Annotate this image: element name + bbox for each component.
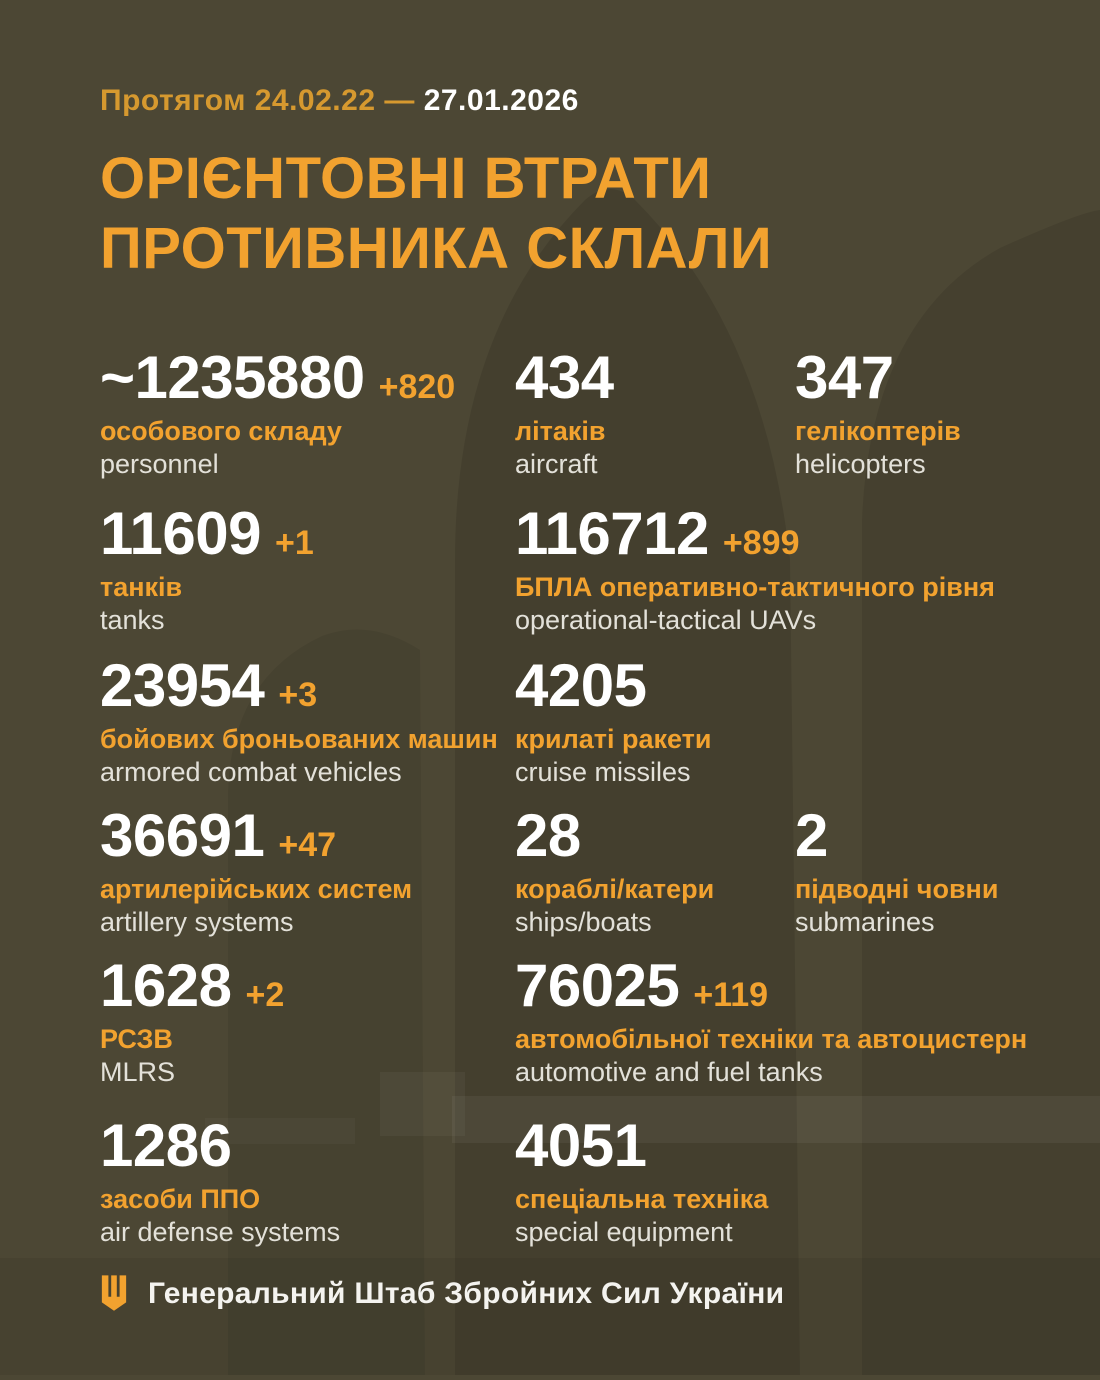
- stat-label-en: operational-tactical UAVs: [515, 604, 817, 635]
- page-title: ОРІЄНТОВНІ ВТРАТИ ПРОТИВНИКА СКЛАЛИ: [100, 144, 1100, 283]
- stat-value: 2: [795, 802, 828, 870]
- stat-delta: +899: [722, 524, 800, 563]
- stat-value: 1628: [100, 952, 232, 1020]
- stat-label-en: automotive and fuel tanks: [515, 1056, 823, 1087]
- stat-value: 36691: [100, 802, 265, 870]
- stat-label-uk: гелікоптерів: [795, 415, 961, 446]
- org-name: Генеральний Штаб Збройних Сил України: [148, 1277, 785, 1311]
- stat-label-uk: артилерійських систем: [100, 873, 413, 904]
- stat-label-uk: спеціальна техніка: [515, 1183, 769, 1214]
- stat-value: 76025: [515, 952, 680, 1020]
- stat-aircraft: 434 літаків aircraft: [515, 344, 795, 479]
- stat-delta: +3: [278, 676, 318, 715]
- stat-value: ~1235880: [100, 344, 365, 412]
- stat-label-en: submarines: [795, 906, 935, 937]
- stat-artillery: 36691 +47 артилерійських систем artiller…: [100, 802, 515, 937]
- stat-tanks: 11609 +1 танків tanks: [100, 500, 515, 635]
- stat-label-uk: танків: [100, 571, 183, 602]
- stat-label-uk: літаків: [515, 415, 606, 446]
- stat-label-uk: бойових броньованих машин: [100, 723, 498, 754]
- stat-label-en: ships/boats: [515, 906, 652, 937]
- stat-armored-vehicles: 23954 +3 бойових броньованих машин armor…: [100, 652, 515, 787]
- stat-label-uk: підводні човни: [795, 873, 999, 904]
- stat-label-uk: засоби ППО: [100, 1183, 261, 1214]
- stat-helicopters: 347 гелікоптерів helicopters: [795, 344, 1080, 479]
- stat-label-en: aircraft: [515, 448, 598, 479]
- stat-label-en: tanks: [100, 604, 165, 635]
- stat-label-en: cruise missiles: [515, 756, 691, 787]
- title-line-2: ПРОТИВНИКА СКЛАЛИ: [100, 215, 773, 281]
- report-period: Протягом 24.02.22 — 27.01.2026: [100, 0, 1100, 118]
- stat-value: 4051: [515, 1112, 647, 1180]
- stats-grid: ~1235880 +820 особового складу personnel…: [0, 344, 1100, 1265]
- stat-special-equipment: 4051 спеціальна техніка special equipmen…: [515, 1112, 1080, 1247]
- trident-icon: [101, 1275, 127, 1311]
- stat-label-en: personnel: [100, 448, 219, 479]
- stat-label-en: armored combat vehicles: [100, 756, 402, 787]
- stat-label-uk: кораблі/катери: [515, 873, 715, 904]
- stat-value: 23954: [100, 652, 265, 720]
- stat-delta: +47: [278, 826, 337, 865]
- stat-delta: +820: [378, 368, 456, 407]
- stat-label-en: MLRS: [100, 1056, 176, 1087]
- stat-personnel: ~1235880 +820 особового складу personnel: [100, 344, 515, 479]
- footer: Генеральний Штаб Збройних Сил України: [100, 1275, 1100, 1313]
- stat-label-uk: БПЛА оперативно-тактичного рівня: [515, 571, 995, 602]
- stat-delta: +1: [275, 524, 314, 563]
- stat-air-defense: 1286 засоби ППО air defense systems: [100, 1112, 515, 1247]
- stat-delta: +119: [693, 976, 769, 1015]
- infographic: Протягом 24.02.22 — 27.01.2026 ОРІЄНТОВН…: [0, 0, 1100, 1313]
- stat-cruise-missiles: 4205 крилаті ракети cruise missiles: [515, 652, 1080, 787]
- stat-vehicles-fuel: 76025 +119 автомобільної техніки та авто…: [515, 952, 1080, 1087]
- stat-label-uk: особового складу: [100, 415, 342, 446]
- stat-submarines: 2 підводні човни submarines: [795, 802, 1080, 937]
- stat-label-uk: автомобільної техніки та автоцистерн: [515, 1023, 1028, 1054]
- stat-value: 11609: [100, 500, 262, 568]
- stat-label-uk: РСЗВ: [100, 1023, 173, 1054]
- stat-value: 347: [795, 344, 894, 412]
- stat-value: 434: [515, 344, 614, 412]
- stat-value: 1286: [100, 1112, 232, 1180]
- stat-value: 28: [515, 802, 581, 870]
- report-date: 27.01.2026: [423, 84, 579, 117]
- stat-label-en: special equipment: [515, 1216, 733, 1247]
- period-prefix: Протягом 24.02.22 —: [100, 84, 415, 117]
- stat-label-uk: крилаті ракети: [515, 723, 712, 754]
- stat-delta: +2: [245, 976, 285, 1015]
- title-line-1: ОРІЄНТОВНІ ВТРАТИ: [100, 146, 712, 211]
- stat-label-en: helicopters: [795, 448, 926, 479]
- stat-label-en: artillery systems: [100, 906, 294, 937]
- stat-value: 116712: [515, 500, 709, 568]
- stat-value: 4205: [515, 652, 647, 720]
- stat-mlrs: 1628 +2 РСЗВ MLRS: [100, 952, 515, 1087]
- stat-ships: 28 кораблі/катери ships/boats: [515, 802, 795, 937]
- stat-uavs: 116712 +899 БПЛА оперативно-тактичного р…: [515, 500, 1080, 635]
- stat-label-en: air defense systems: [100, 1216, 341, 1247]
